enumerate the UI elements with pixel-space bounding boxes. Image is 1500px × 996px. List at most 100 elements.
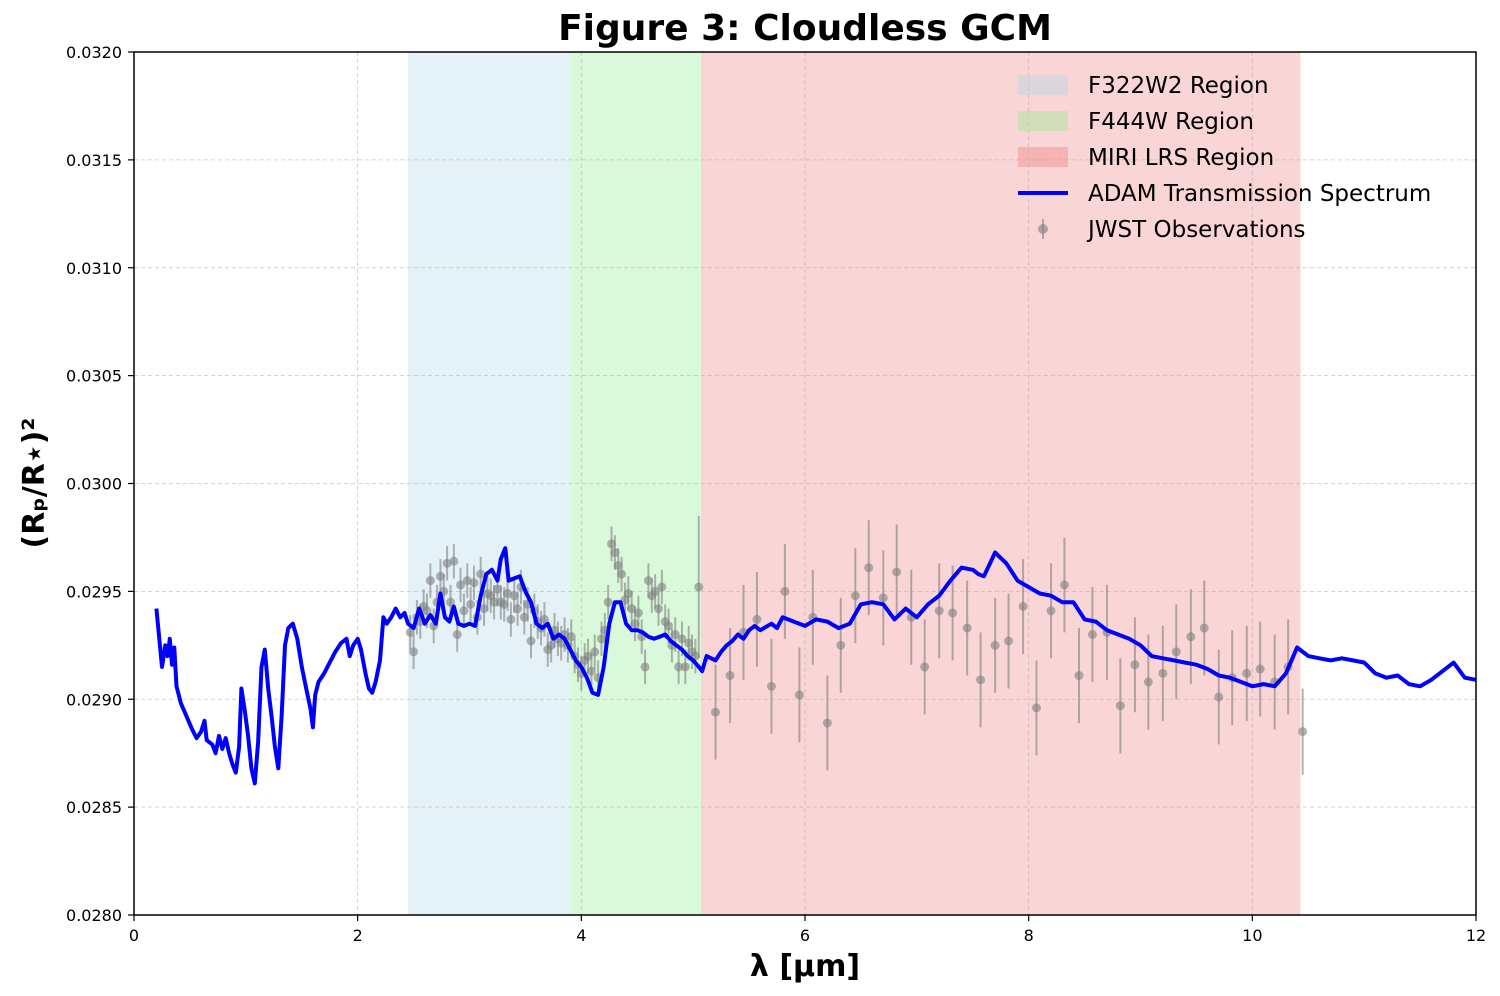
observation-point — [445, 597, 455, 607]
y-axis-label: (Rₚ/R⋆)² — [17, 418, 52, 549]
observation-point — [1004, 636, 1014, 646]
observation-point — [492, 584, 502, 594]
observation-point — [519, 612, 529, 622]
y-axis-ticks: 0.0280 0.0285 0.0290 0.0295 0.0300 0.0305 0.03… — [66, 43, 134, 925]
observation-point — [405, 627, 415, 637]
x-tick-label: 12 — [1466, 926, 1486, 945]
observation-point — [1298, 727, 1308, 737]
observation-point — [653, 604, 663, 614]
observation-point — [586, 666, 596, 676]
legend-label: MIRI LRS Region — [1088, 145, 1274, 171]
observation-point — [607, 539, 617, 549]
observation-point — [850, 591, 860, 601]
observation-point — [610, 548, 620, 558]
observation-point — [566, 632, 576, 642]
legend-label: ADAM Transmission Spectrum — [1088, 181, 1431, 207]
observation-point — [822, 718, 832, 728]
observation-point — [1059, 580, 1069, 590]
observation-point — [435, 571, 445, 581]
x-tick-label: 8 — [1024, 926, 1034, 945]
legend-swatch — [1018, 111, 1068, 131]
observation-point — [752, 614, 762, 624]
observation-point — [1143, 677, 1153, 687]
observation-point — [948, 608, 958, 618]
y-tick-label: 0.0315 — [66, 151, 122, 170]
x-axis-label: λ [μm] — [750, 949, 860, 984]
observation-point — [976, 675, 986, 685]
observation-point — [836, 640, 846, 650]
x-tick-label: 4 — [576, 926, 586, 945]
observation-point — [499, 599, 509, 609]
observation-point — [1031, 703, 1041, 713]
observation-point — [766, 681, 776, 691]
model-spectrum — [154, 546, 1477, 786]
observation-point — [613, 560, 623, 570]
legend-swatch — [1018, 75, 1068, 95]
observation-point — [466, 599, 476, 609]
observation-point — [1046, 606, 1056, 616]
observation-point — [1158, 668, 1168, 678]
observation-point — [459, 606, 469, 616]
y-tick-label: 0.0310 — [66, 259, 122, 278]
observation-point — [794, 690, 804, 700]
observation-point — [513, 604, 523, 614]
x-tick-label: 0 — [129, 926, 139, 945]
observation-point — [643, 576, 653, 586]
observation-point — [640, 662, 650, 672]
observation-point — [409, 647, 419, 657]
observation-point — [596, 634, 606, 644]
observation-point — [479, 604, 489, 614]
observation-point — [1214, 692, 1224, 702]
observation-point — [1087, 630, 1097, 640]
observation-point — [725, 671, 735, 681]
observation-point — [711, 707, 721, 717]
observation-point — [920, 662, 930, 672]
observation-point — [694, 582, 704, 592]
observation-point — [657, 582, 667, 592]
observation-point — [878, 593, 888, 603]
observation-point — [489, 597, 499, 607]
observation-point — [680, 662, 690, 672]
observation-point — [1242, 668, 1252, 678]
observation-point — [1171, 647, 1181, 657]
observation-point — [617, 569, 627, 579]
y-tick-label: 0.0300 — [66, 475, 122, 494]
observation-point — [630, 619, 640, 629]
y-tick-label: 0.0280 — [66, 906, 122, 925]
observation-point — [780, 586, 790, 596]
observation-point — [934, 606, 944, 616]
observation-point — [449, 556, 459, 566]
observation-point — [506, 614, 516, 624]
observation-point — [546, 640, 556, 650]
x-tick-label: 10 — [1242, 926, 1262, 945]
observation-point — [650, 586, 660, 596]
observation-point — [456, 580, 466, 590]
x-tick-label: 2 — [353, 926, 363, 945]
y-tick-label: 0.0320 — [66, 43, 122, 62]
series-line — [154, 546, 1477, 786]
y-tick-label: 0.0285 — [66, 798, 122, 817]
observation-point — [469, 578, 479, 588]
legend-label: JWST Observations — [1086, 217, 1306, 243]
observation-point — [1074, 671, 1084, 681]
y-tick-label: 0.0290 — [66, 690, 122, 709]
observation-point — [623, 589, 633, 599]
legend-label: F322W2 Region — [1088, 73, 1269, 99]
legend: F322W2 Region F444W Region MIRI LRS Region… — [1018, 73, 1431, 243]
observation-point — [1018, 601, 1028, 611]
observation-point — [425, 576, 435, 586]
x-tick-label: 6 — [800, 926, 810, 945]
observation-point — [603, 597, 613, 607]
observation-point — [892, 567, 902, 577]
observation-point — [674, 662, 684, 672]
legend-label: F444W Region — [1088, 109, 1254, 135]
region-0 — [407, 52, 571, 915]
observation-point — [590, 647, 600, 657]
observation-point — [664, 621, 674, 631]
legend-swatch — [1018, 147, 1068, 167]
observation-point — [1186, 632, 1196, 642]
y-tick-label: 0.0295 — [66, 582, 122, 601]
observation-point — [633, 608, 643, 618]
observation-point — [627, 604, 637, 614]
